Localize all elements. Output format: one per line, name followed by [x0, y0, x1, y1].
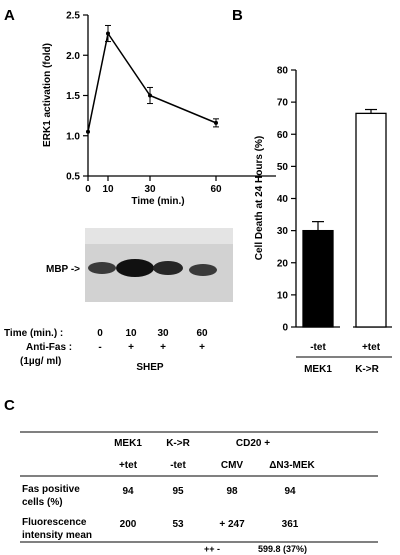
chart-a-data-point	[214, 120, 218, 125]
table-row1-label2: cells (%)	[22, 497, 63, 508]
blot-band-lane-3	[153, 261, 183, 275]
blot-band-lane-4	[189, 264, 217, 276]
western-blot: MBP ->	[46, 228, 233, 302]
chart-b-bar	[302, 229, 334, 328]
blot-antifas-label: Anti-Fas :	[26, 342, 72, 353]
chart-a-x-label: Time (min.)	[131, 196, 184, 207]
blot-time-30: 30	[157, 328, 169, 339]
chart-b-bar	[355, 112, 387, 328]
table-head-mek1: MEK1	[114, 438, 142, 449]
table-extra-prefix: ++ -	[204, 544, 220, 554]
blot-antifas-lane-1: -	[98, 342, 101, 353]
chart-a-y-label: ERK1 activation (fold)	[42, 43, 53, 147]
table-subhead-dn3-mek: ΔN3-MEK	[269, 460, 315, 471]
chart-b-y-tick-label: 50	[277, 162, 289, 173]
chart-b-y-tick-label: 60	[277, 130, 289, 141]
chart-a-data-point	[86, 129, 90, 134]
chart-b-category-label: +tet	[362, 342, 381, 353]
chart-b-y-label: Cell Death at 24 Hours (%)	[254, 136, 265, 260]
results-table: MEK1 K->R CD20 + +tet -tet CMV ΔN3-MEK F…	[20, 431, 378, 554]
blot-antifas-lane-4: +	[199, 342, 205, 353]
table-subhead-tet-minus: -tet	[170, 460, 186, 471]
table-row2-label2: intensity mean	[22, 530, 92, 541]
panel-a-letter: A	[4, 7, 15, 24]
table-extra-value: 599.8 (37%)	[258, 544, 307, 554]
chart-a-data-point	[106, 31, 110, 36]
chart-a-y-tick-label: 2.0	[66, 51, 80, 62]
blot-band-lane-2	[116, 259, 154, 277]
chart-a-x-tick-label: 0	[85, 184, 91, 195]
table-row1-col3: 98	[226, 486, 238, 497]
blot-time-0: 0	[97, 328, 103, 339]
table-row2-col1: 200	[120, 519, 137, 530]
panel-c-letter: C	[4, 397, 15, 414]
table-subhead-tet-plus: +tet	[119, 460, 138, 471]
chart-b-y-tick-label: 0	[282, 323, 288, 334]
table-row2-col3: + 247	[219, 519, 245, 530]
blot-band-label: MBP ->	[46, 264, 80, 275]
chart-a-x-tick-label: 30	[144, 184, 156, 195]
chart-b-y-tick-label: 80	[277, 66, 289, 77]
chart-a-y-tick-label: 1.0	[66, 131, 80, 142]
chart-a-y-tick-label: 2.5	[66, 11, 80, 22]
chart-b-y-tick-label: 30	[277, 226, 289, 237]
chart-b-y-tick-label: 40	[277, 194, 289, 205]
erk1-line-chart: ERK1 activation (fold) Time (min.) 0.5 1.…	[42, 11, 276, 207]
chart-a-y-tick-label: 1.5	[66, 91, 80, 102]
table-head-kr: K->R	[166, 438, 190, 449]
table-row1-label: Fas positive	[22, 484, 80, 495]
table-subhead-cmv: CMV	[221, 460, 244, 471]
blot-antifas-lane-3: +	[160, 342, 166, 353]
blot-dose-label: (1µg/ ml)	[20, 356, 61, 367]
blot-antifas-lane-2: +	[128, 342, 134, 353]
blot-time-10: 10	[125, 328, 137, 339]
chart-b-category-label: -tet	[310, 342, 326, 353]
blot-top-haze	[85, 228, 233, 244]
chart-a-y-tick-label: 0.5	[66, 172, 80, 183]
blot-cell-line: SHEP	[136, 362, 164, 373]
blot-time-label: Time (min.) :	[4, 328, 63, 339]
blot-conditions: Time (min.) : 0 10 30 60 Anti-Fas : - + …	[4, 328, 208, 373]
table-row2-label: Fluorescence	[22, 517, 87, 528]
table-row2-col4: 361	[282, 519, 299, 530]
chart-b-group-kr: K->R	[355, 364, 379, 375]
chart-a-series-line	[87, 31, 217, 132]
table-row2-col2: 53	[172, 519, 184, 530]
chart-b-y-tick-label: 20	[277, 258, 289, 269]
chart-a-data-point	[148, 93, 152, 98]
chart-a-x-tick-label: 10	[102, 184, 114, 195]
blot-band-lane-1	[88, 262, 116, 274]
cell-death-bar-chart: Cell Death at 24 Hours (%) MEK1 K->R 0 10…	[254, 66, 392, 375]
table-row1-col4: 94	[284, 486, 296, 497]
chart-b-group-mek1: MEK1	[304, 364, 332, 375]
chart-b-y-tick-label: 70	[277, 98, 289, 109]
table-head-cd20: CD20 +	[236, 438, 270, 449]
table-row1-col2: 95	[172, 486, 184, 497]
chart-b-y-tick-label: 10	[277, 290, 289, 301]
table-row1-col1: 94	[122, 486, 134, 497]
blot-time-60: 60	[196, 328, 208, 339]
panel-b-letter: B	[232, 7, 243, 24]
chart-a-x-tick-label: 60	[210, 184, 222, 195]
